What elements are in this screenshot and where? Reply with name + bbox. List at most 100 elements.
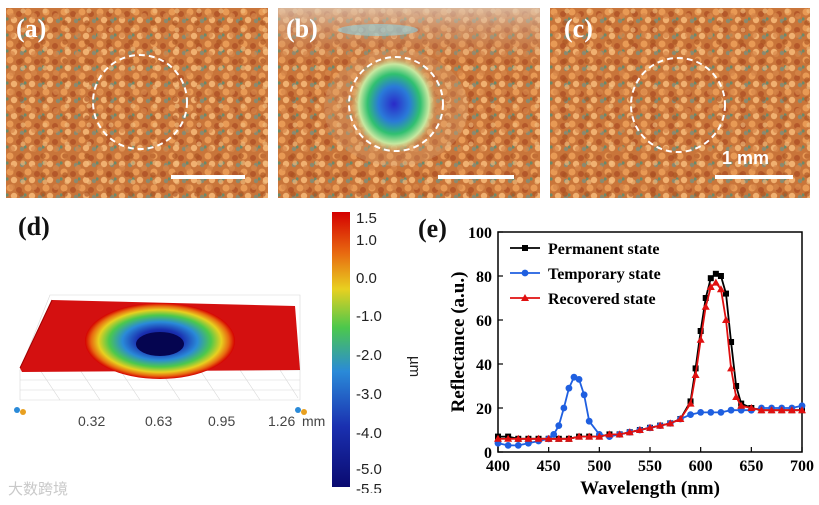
scale-bar-c (715, 175, 793, 179)
data-point (555, 422, 563, 429)
data-point (580, 391, 588, 399)
data-point (615, 430, 624, 438)
x-tick-label: 400 (486, 458, 510, 475)
data-point (712, 270, 719, 277)
y-tick-label: 80 (476, 269, 492, 286)
data-point (554, 434, 563, 442)
data-point (585, 432, 594, 440)
data-point (575, 432, 584, 440)
data-point (565, 384, 573, 392)
colorbar-tick: 1.5 (356, 210, 377, 227)
data-point (697, 328, 704, 334)
data-point (757, 406, 766, 414)
panel-label-d: (d) (18, 212, 50, 241)
photo-panel-b: (b) (278, 8, 540, 198)
y-axis-label: Reflectance (a.u.) (448, 272, 469, 413)
y-tick-label: 20 (476, 401, 492, 418)
panel-label-c: (c) (564, 14, 593, 43)
data-point (702, 295, 709, 301)
colorbar-tick: -2.0 (356, 347, 382, 364)
dashed-circle (630, 57, 726, 153)
data-point (504, 442, 512, 449)
colorbar-tick: -1.0 (356, 308, 382, 325)
data-point (692, 365, 699, 372)
colorbar-tick: 1.0 (356, 232, 377, 249)
data-point (676, 415, 685, 422)
data-point (737, 401, 746, 409)
data-point (514, 434, 523, 442)
colorbar-tick: 0.0 (356, 270, 377, 287)
data-point (504, 434, 513, 442)
data-point (696, 335, 705, 343)
data-point (727, 364, 736, 372)
colorbar-tick: -5.5 (356, 481, 382, 493)
data-point (716, 285, 725, 293)
colorbar: 1.5 1.0 0.0 -1.0 -2.0 -3.0 -4.0 -5.0 -5.… (332, 210, 423, 493)
photo-panel-c: (c) 1 mm (550, 8, 810, 198)
data-point (595, 432, 604, 440)
colorbar-unit: µm (406, 356, 423, 377)
data-point (707, 409, 715, 416)
legend-label: Recovered state (548, 291, 656, 308)
data-point (521, 294, 529, 301)
data-point (544, 434, 553, 442)
data-point (717, 273, 724, 279)
micrograph-b (278, 8, 540, 198)
data-point (733, 383, 740, 389)
legend-label: Permanent state (548, 241, 660, 258)
legend: Permanent state Temporary state Recovered … (510, 241, 661, 308)
data-point (570, 373, 578, 381)
panel-label-b: (b) (286, 14, 318, 43)
data-point (777, 406, 786, 414)
data-point (701, 302, 710, 310)
series-line (497, 376, 803, 447)
scale-bar-a (171, 175, 245, 179)
data-point (534, 434, 543, 442)
surface-tick: 0.32 (78, 413, 105, 429)
data-point (564, 434, 573, 442)
data-point (697, 409, 705, 416)
floor-grid (19, 294, 301, 401)
data-point (575, 376, 583, 383)
data-point (656, 421, 665, 429)
colorbar-tick: -3.0 (356, 386, 382, 403)
y-axis-ticks: 0 20 40 60 80 100 (468, 225, 503, 462)
colorbar-ticks: 1.5 1.0 0.0 -1.0 -2.0 -3.0 -4.0 -5.0 -5.… (356, 210, 382, 493)
colorbar-tick: -4.0 (356, 425, 382, 442)
data-point (727, 406, 735, 414)
surface-tick: 0.95 (208, 413, 235, 429)
scale-bar-label: 1 mm (722, 148, 770, 168)
x-tick-label: 650 (739, 458, 763, 475)
series-recovered-state (494, 278, 806, 442)
plot-frame (497, 231, 803, 453)
data-point (722, 316, 730, 323)
data-point (706, 283, 715, 290)
micrograph-a (6, 8, 268, 198)
data-point (521, 269, 529, 277)
data-point (711, 278, 720, 286)
data-point (798, 406, 806, 414)
data-point (560, 404, 568, 412)
data-point (514, 442, 522, 449)
x-tick-label: 550 (638, 458, 662, 475)
y-tick-label: 100 (468, 225, 492, 242)
surface-plot: 0.32 0.63 0.95 1.26 mm (14, 294, 325, 429)
x-tick-label: 500 (587, 458, 611, 475)
photo-panel-a: (a) (6, 8, 268, 198)
data-point (522, 245, 528, 251)
y-tick-label: 0 (484, 445, 492, 462)
y-tick-label: 60 (476, 313, 492, 330)
x-tick-label: 600 (689, 458, 713, 475)
data-point (625, 428, 634, 436)
panel-label-a: (a) (16, 14, 47, 43)
data-point (550, 431, 558, 438)
dashed-circle (92, 54, 188, 150)
data-point (691, 371, 700, 378)
reflectance-chart: 400 450 500 550 600 650 700 0 20 40 60 80 100 Perma… (448, 225, 814, 499)
data-point (646, 423, 654, 431)
data-point (747, 404, 756, 411)
data-point (687, 411, 694, 418)
colorbar-gradient (332, 212, 350, 487)
data-point (707, 275, 714, 282)
data-point (732, 393, 741, 400)
